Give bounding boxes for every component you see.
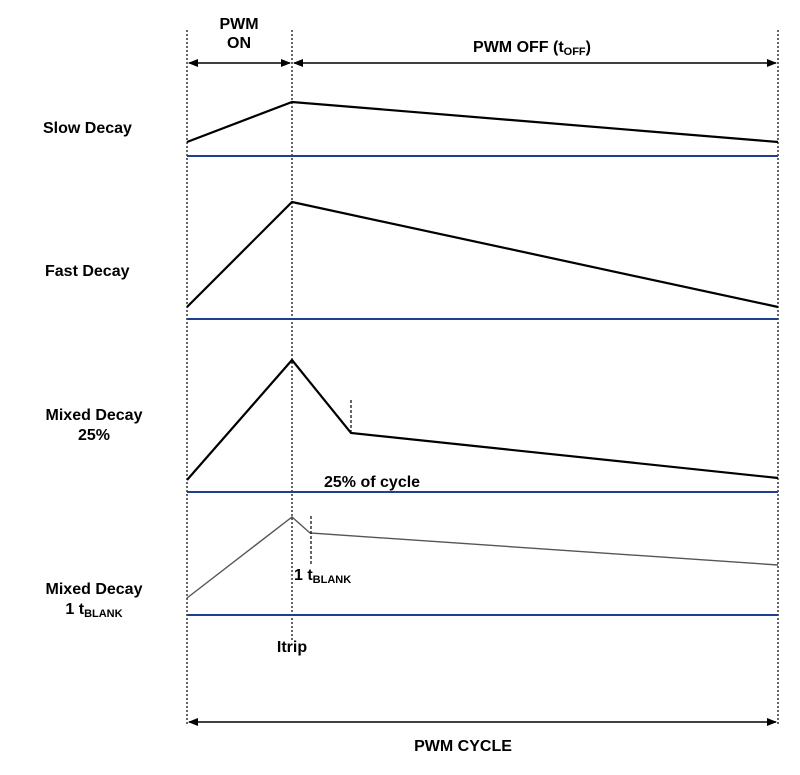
mixed-decay-blank-label-line1: Mixed Decay (45, 581, 143, 598)
slow-decay-label: Slow Decay (43, 120, 132, 137)
itrip-label: Itrip (276, 639, 308, 656)
mixed-decay-25-label-line2: 25% (77, 427, 111, 444)
pwm-off-label-sub: OFF (563, 46, 586, 58)
fast-decay-waveform (186, 200, 779, 309)
slow-decay-waveform (186, 100, 779, 144)
tblank-marker-label-sub: BLANK (312, 574, 352, 586)
pwm-on-label: PWM ON (219, 15, 258, 53)
mixed-decay-25-waveform (186, 358, 779, 481)
mixed-decay-blank-label-main: 1 t (65, 601, 85, 618)
percent-of-cycle-label: 25% of cycle (324, 474, 421, 491)
pwm-off-label: PWM OFF (tOFF) (473, 38, 591, 62)
fast-decay-label: Fast Decay (45, 263, 130, 280)
mixed-decay-blank-label: Mixed Decay 1 tBLANK (46, 580, 143, 624)
tblank-marker-label: 1 tBLANK (294, 566, 351, 590)
tblank-marker-label-main: 1 t (294, 567, 313, 584)
mixed-decay-blank-label-sub: BLANK (84, 608, 123, 620)
pwm-off-label-close: ) (585, 39, 591, 56)
mixed-decay-25-label-line1: Mixed Decay (45, 407, 143, 424)
pwm-on-label-line1: PWM (219, 16, 259, 33)
mixed-decay-25-label: Mixed Decay 25% (46, 406, 143, 446)
mixed-decay-blank-label-line2: 1 tBLANK (46, 600, 143, 624)
mixed-decay-blank-waveform (186, 516, 779, 599)
pwm-off-label-main: PWM OFF (t (473, 39, 564, 56)
pwm-cycle-label: PWM CYCLE (414, 738, 512, 755)
pwm-on-label-line2: ON (226, 35, 251, 52)
